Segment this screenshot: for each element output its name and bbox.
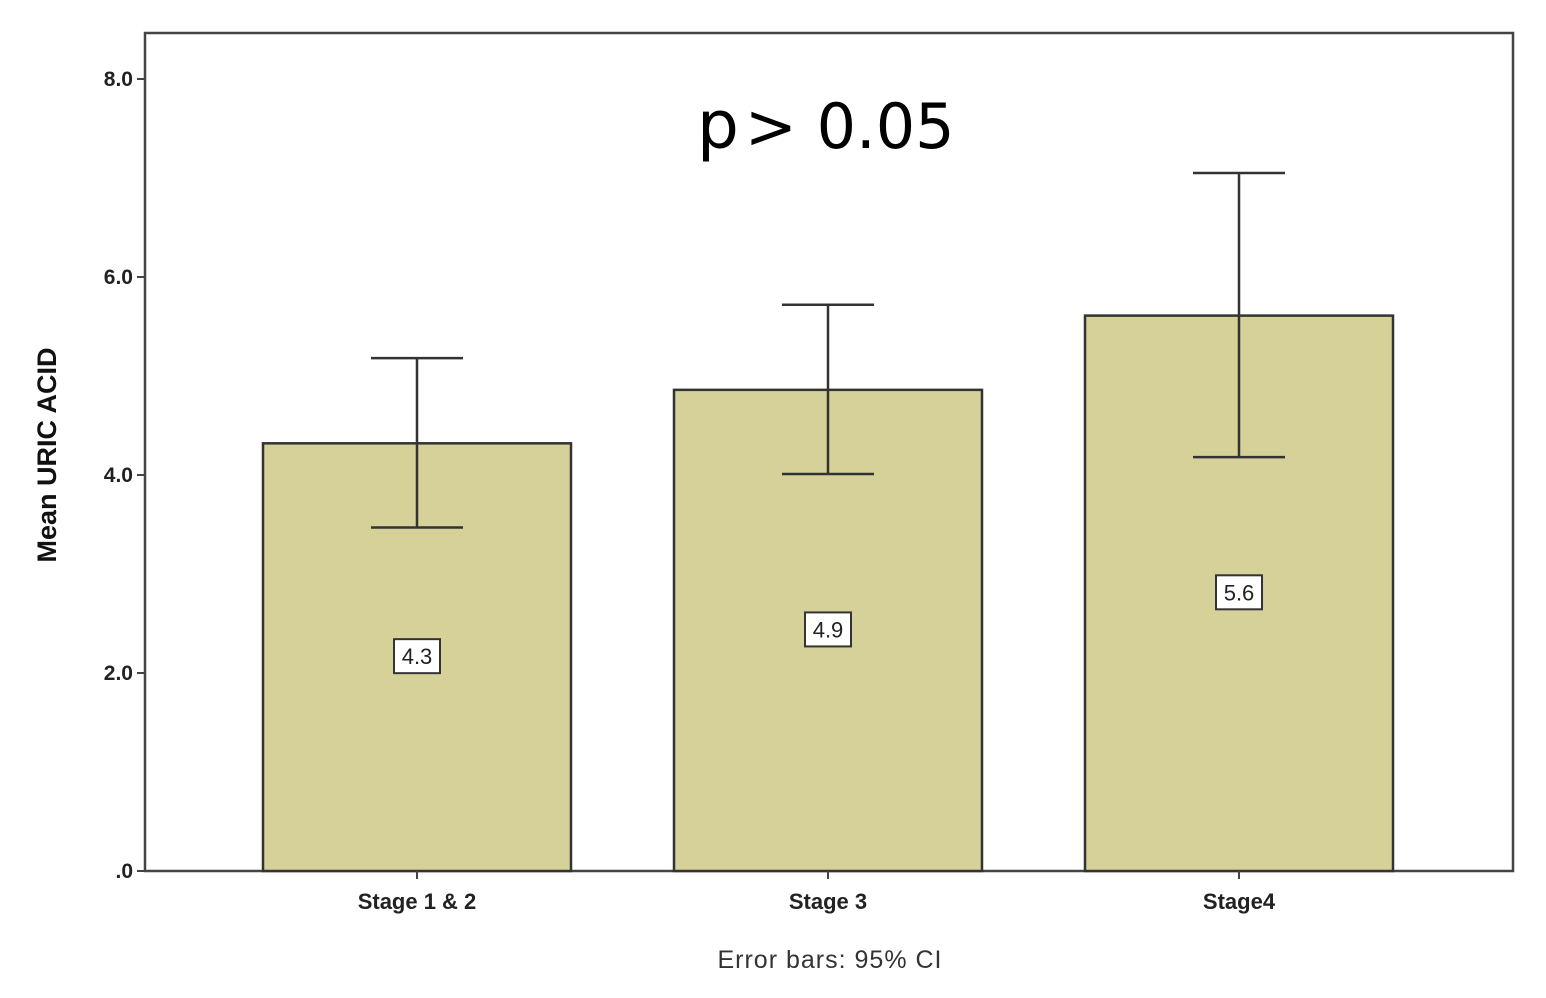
data-label-box <box>804 611 852 648</box>
y-tick-label: .0 <box>115 860 133 883</box>
error-bars <box>371 171 1285 529</box>
data-label-box <box>1215 574 1263 611</box>
y-tick-label: 2.0 <box>104 662 133 685</box>
y-axis: .0 2.0 4.0 6.0 8.0 <box>104 68 145 883</box>
x-tick-label: Stage4 <box>1203 889 1276 914</box>
data-labels: 4.3 4.9 5.6 <box>393 574 1263 675</box>
error-bar <box>371 356 463 529</box>
error-bar <box>782 303 874 476</box>
x-tick-label: Stage 1 & 2 <box>358 889 477 914</box>
p-value-symbol: p <box>697 87 739 164</box>
error-bar <box>1193 171 1285 459</box>
data-label: 4.9 <box>804 611 852 648</box>
data-label-text: 5.6 <box>1224 580 1255 605</box>
data-label-text: 4.3 <box>402 644 433 669</box>
data-label: 5.6 <box>1215 574 1263 611</box>
data-label-text: 4.9 <box>813 617 844 642</box>
error-bars-footnote: Error bars: 95% CI <box>717 946 942 974</box>
data-label: 4.3 <box>393 638 441 675</box>
x-tick-label: Stage 3 <box>789 889 867 914</box>
y-axis-label: Mean URIC ACID <box>32 347 62 562</box>
y-tick-label: 8.0 <box>104 68 133 91</box>
p-value-threshold: > 0.05 <box>745 90 955 163</box>
y-tick-label: 4.0 <box>104 464 133 487</box>
x-axis: Stage 1 & 2 Stage 3 Stage4 <box>358 871 1276 914</box>
data-label-box <box>393 638 441 675</box>
p-value-annotation: p> 0.05 <box>697 87 955 164</box>
y-tick-label: 6.0 <box>104 266 133 289</box>
